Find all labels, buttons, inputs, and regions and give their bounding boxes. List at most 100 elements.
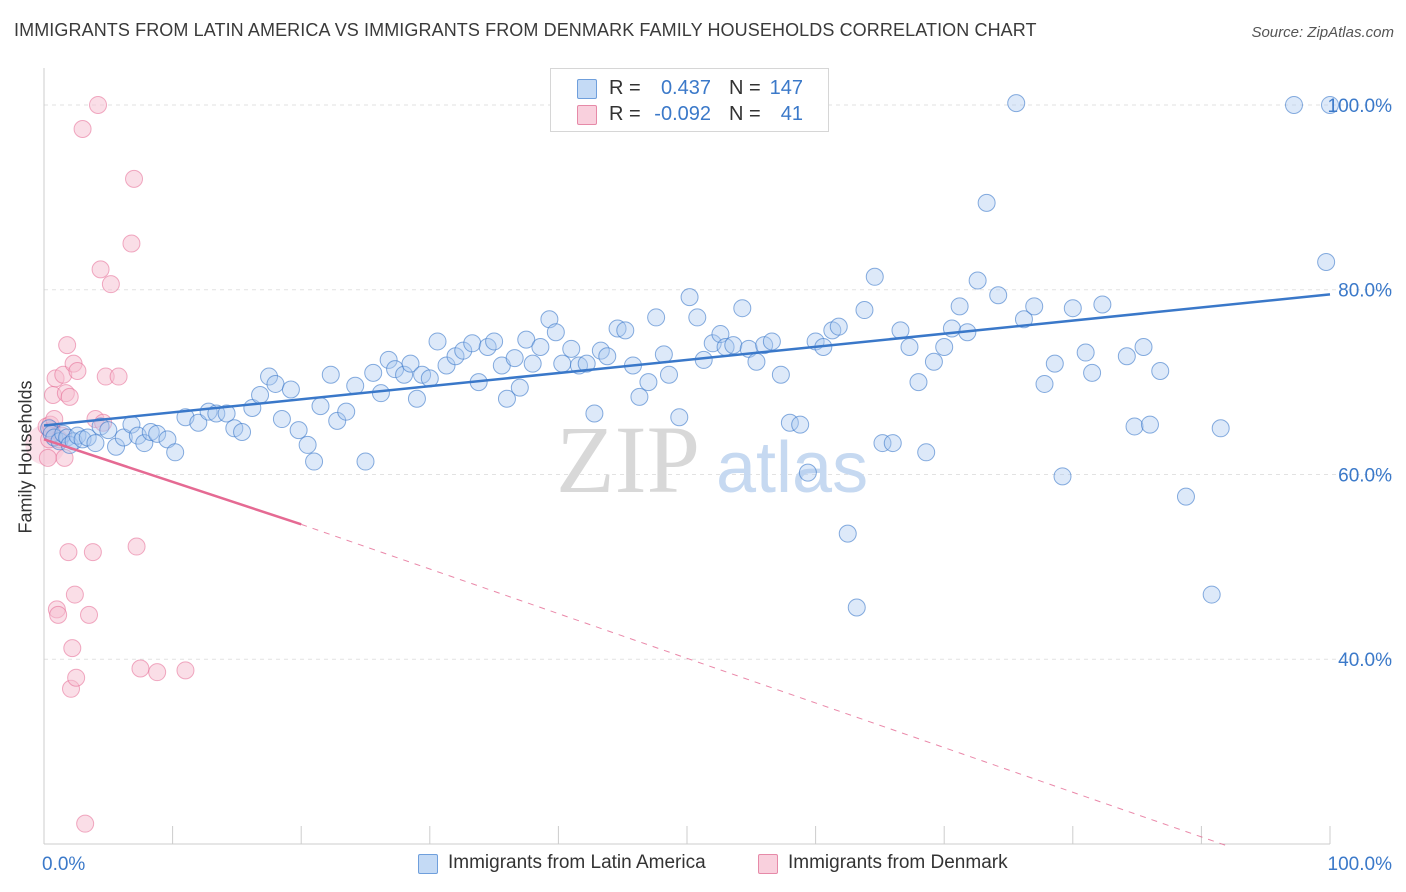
scatter-point-latin-america xyxy=(364,363,383,382)
scatter-point-latin-america xyxy=(917,443,936,462)
y-tick-label: 100.0% xyxy=(1328,96,1393,117)
trend-line-latin-america xyxy=(43,293,1331,427)
scatter-point-latin-america xyxy=(1025,297,1044,316)
scatter-point-latin-america xyxy=(1076,343,1095,362)
scatter-point-latin-america xyxy=(233,422,252,441)
scatter-point-latin-america xyxy=(585,404,604,423)
scatter-point-latin-america xyxy=(630,387,649,406)
scatter-point-latin-america xyxy=(346,376,365,395)
scatter-point-latin-america xyxy=(401,354,420,373)
scatter-point-latin-america xyxy=(217,404,236,423)
legend-n-label: N = xyxy=(729,103,761,125)
scatter-point-latin-america xyxy=(454,341,473,360)
scatter-point-latin-america xyxy=(141,422,160,441)
scatter-point-latin-america xyxy=(1284,95,1303,114)
scatter-point-latin-america xyxy=(166,443,185,462)
scatter-point-latin-america xyxy=(337,402,356,421)
scatter-point-latin-america xyxy=(950,297,969,316)
legend-swatch-pink xyxy=(577,105,597,125)
scatter-point-latin-america xyxy=(829,317,848,336)
scatter-point-latin-america xyxy=(733,299,752,318)
scatter-point-latin-america xyxy=(379,350,398,369)
scatter-point-denmark xyxy=(109,367,128,386)
scatter-point-latin-america xyxy=(86,434,105,453)
scatter-point-latin-america xyxy=(562,339,581,358)
scatter-point-latin-america xyxy=(1321,95,1339,114)
legend-n-value: 147 xyxy=(769,77,803,99)
scatter-point-latin-america xyxy=(654,345,673,364)
scatter-point-latin-america xyxy=(1093,295,1112,314)
y-tick-label: 80.0% xyxy=(1338,281,1392,302)
scatter-point-denmark xyxy=(67,668,86,687)
scatter-point-latin-america xyxy=(747,352,766,371)
scatter-point-denmark xyxy=(59,543,78,562)
legend-r-label: R = xyxy=(609,103,641,125)
scatter-point-latin-america xyxy=(281,380,300,399)
legend-r-value: 0.437 xyxy=(660,77,711,99)
scatter-point-latin-america xyxy=(771,365,790,384)
scatter-point-latin-america xyxy=(616,321,635,340)
scatter-point-latin-america xyxy=(1083,363,1102,382)
scatter-point-latin-america xyxy=(1125,417,1144,436)
scatter-point-latin-america xyxy=(510,378,529,397)
scatter-point-denmark xyxy=(101,275,120,294)
trend-line-denmark xyxy=(43,438,302,526)
scatter-point-latin-america xyxy=(865,267,884,286)
scatter-point-latin-america xyxy=(289,421,308,440)
legend-r-value: -0.092 xyxy=(654,103,711,125)
legend-r-label: R = xyxy=(609,77,641,99)
scatter-point-latin-america xyxy=(356,452,375,471)
scatter-point-latin-america xyxy=(305,452,324,471)
scatter-point-latin-america xyxy=(371,384,390,403)
scatter-point-latin-america xyxy=(99,421,118,440)
scatter-point-denmark xyxy=(131,659,150,678)
trend-line-denmark-extrapolated xyxy=(301,523,1228,847)
scatter-point-latin-america xyxy=(311,397,330,416)
scatter-point-latin-america xyxy=(873,434,892,453)
scatter-point-latin-america xyxy=(1117,347,1136,366)
watermark: ZIP atlas xyxy=(556,406,868,513)
scatter-point-latin-america xyxy=(437,356,456,375)
scatter-point-latin-america xyxy=(1317,253,1336,271)
bottom-legend-latin-america: Immigrants from Latin America xyxy=(448,852,706,873)
scatter-point-latin-america xyxy=(505,349,524,368)
scatter-point-denmark xyxy=(83,543,102,562)
x-tick-label-min: 0.0% xyxy=(42,854,85,875)
scatter-point-denmark xyxy=(176,661,195,680)
scatter-point-denmark xyxy=(148,663,167,682)
scatter-point-latin-america xyxy=(577,354,596,373)
y-tick-label: 60.0% xyxy=(1338,465,1392,486)
scatter-point-latin-america xyxy=(107,437,126,456)
scatter-point-latin-america xyxy=(989,286,1008,305)
scatter-point-latin-america xyxy=(883,434,902,453)
bottom-legend-swatch-pink xyxy=(758,854,778,874)
scatter-point-latin-america xyxy=(1014,310,1033,329)
scatter-point-latin-america xyxy=(1151,362,1170,381)
scatter-point-latin-america xyxy=(900,337,919,356)
source-label: Source: ZipAtlas.com xyxy=(1251,24,1394,41)
scatter-point-denmark xyxy=(68,362,87,381)
scatter-point-latin-america xyxy=(272,410,291,429)
scatter-point-latin-america xyxy=(395,365,414,384)
bottom-legend-swatch-blue xyxy=(418,854,438,874)
scatter-point-latin-america xyxy=(407,389,426,408)
scatter-point-latin-america xyxy=(523,354,542,373)
scatter-point-latin-america xyxy=(531,337,550,356)
scatter-point-latin-america xyxy=(909,373,928,392)
bottom-legend-denmark: Immigrants from Denmark xyxy=(788,852,1008,873)
scatter-point-latin-america xyxy=(517,330,536,349)
scatter-point-denmark xyxy=(65,585,84,604)
scatter-point-latin-america xyxy=(1035,374,1054,393)
scatter-point-denmark xyxy=(76,814,95,833)
scatter-point-denmark xyxy=(49,605,68,624)
legend-row-latin-america: R = 0.437 N = 147 xyxy=(551,75,828,101)
scatter-point-latin-america xyxy=(1140,415,1159,434)
scatter-point-latin-america xyxy=(724,336,743,355)
tick-labels: 40.0% 60.0% 80.0% 100.0% 0.0% 100.0% xyxy=(42,96,1392,875)
scatter-point-latin-america xyxy=(798,463,817,482)
scatter-point-denmark xyxy=(73,119,92,138)
scatter-point-denmark xyxy=(63,639,82,658)
scatter-point-latin-america xyxy=(924,352,943,371)
chart-title: IMMIGRANTS FROM LATIN AMERICA VS IMMIGRA… xyxy=(14,20,1037,40)
